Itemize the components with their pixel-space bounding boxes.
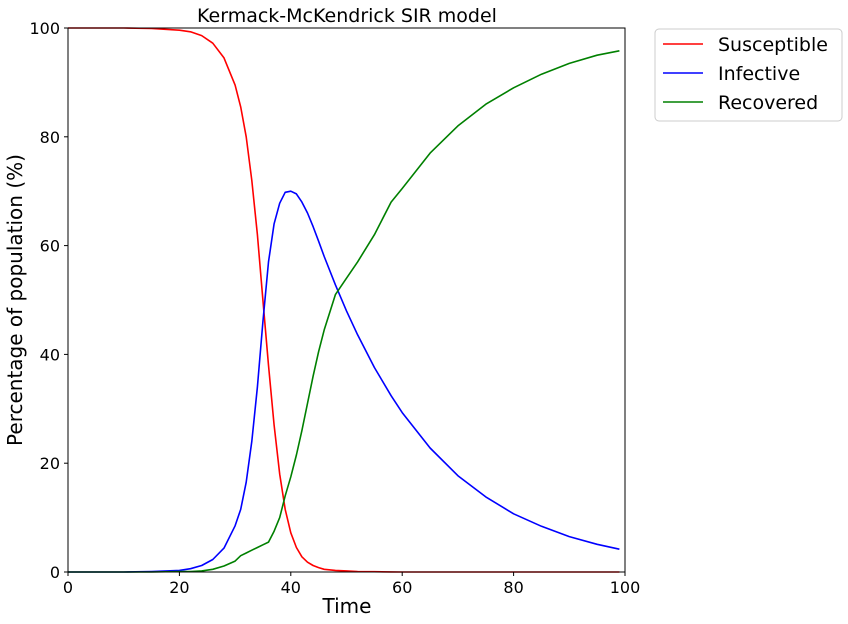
chart-title: Kermack-McKendrick SIR model — [197, 5, 497, 27]
legend-label-susceptible: Susceptible — [718, 34, 828, 56]
x-axis: 0 20 40 60 80 100 — [63, 572, 640, 597]
y-tick-label: 20 — [40, 454, 60, 473]
y-tick-label: 40 — [40, 345, 60, 364]
series-line-infective — [68, 190, 620, 573]
x-axis-label: Time — [322, 594, 372, 618]
y-tick-label: 100 — [29, 19, 60, 38]
y-axis: 0 20 40 60 80 100 — [29, 19, 68, 582]
y-tick-label: 60 — [40, 237, 60, 256]
x-tick-label: 40 — [281, 578, 301, 597]
series-line-susceptible — [68, 27, 620, 573]
legend-label-infective: Infective — [718, 63, 800, 85]
x-tick-label: 20 — [169, 578, 189, 597]
y-tick-label: 0 — [50, 563, 60, 582]
plot-lines — [68, 27, 620, 573]
y-tick-label: 80 — [40, 128, 60, 147]
x-tick-label: 0 — [63, 578, 73, 597]
legend: Susceptible Infective Recovered — [654, 28, 843, 122]
legend-label-recovered: Recovered — [718, 92, 818, 114]
x-tick-label: 100 — [610, 578, 641, 597]
plot-frame — [67, 27, 626, 573]
series-line-recovered — [68, 50, 620, 573]
x-tick-label: 60 — [392, 578, 412, 597]
legend-box — [654, 28, 843, 122]
x-tick-label: 80 — [503, 578, 523, 597]
y-axis-label: Percentage of population (%) — [3, 154, 27, 446]
